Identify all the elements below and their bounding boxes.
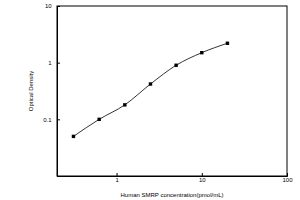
x-axis: 1 10 100 (58, 173, 294, 183)
y-tick-mark (57, 63, 60, 64)
data-point (72, 135, 75, 138)
x-tick: 100 (282, 173, 293, 183)
y-tick: 0.1 (43, 117, 60, 123)
y-tick: 1 (48, 60, 60, 66)
y-tick-label: 1 (48, 60, 52, 66)
y-axis-title: Optical Density (28, 71, 34, 111)
y-axis-line (58, 7, 61, 177)
data-point (174, 64, 177, 67)
x-axis-title: Human SMRP concentration(pmol/mL) (121, 192, 224, 198)
y-axis: 0.1 1 10 (43, 3, 60, 176)
x-tick-mark (202, 173, 203, 176)
x-tick-mark (287, 173, 288, 176)
plot-frame (57, 6, 287, 176)
data-point (149, 82, 152, 85)
data-point (97, 118, 100, 121)
data-layer (72, 42, 229, 139)
x-tick: 10 (199, 173, 206, 183)
x-tick-label: 10 (199, 177, 206, 183)
plot: 1 10 100 0.1 1 10 (43, 3, 293, 183)
x-tick-mark (117, 173, 118, 176)
y-tick-mark (57, 119, 60, 120)
x-tick-label: 1 (115, 177, 119, 183)
x-axis-line (58, 173, 288, 177)
data-point (123, 103, 126, 106)
chart: 1 10 100 0.1 1 10 Human SMRP concentration(pmo… (0, 0, 300, 200)
y-tick: 10 (45, 3, 60, 9)
data-point (226, 42, 229, 45)
x-tick-label: 100 (282, 177, 293, 183)
fit-line (73, 43, 227, 136)
y-tick-label: 10 (45, 3, 52, 9)
x-tick: 1 (115, 173, 119, 183)
data-point (200, 51, 203, 54)
y-tick-label: 0.1 (43, 117, 52, 123)
y-tick-mark (57, 6, 60, 7)
